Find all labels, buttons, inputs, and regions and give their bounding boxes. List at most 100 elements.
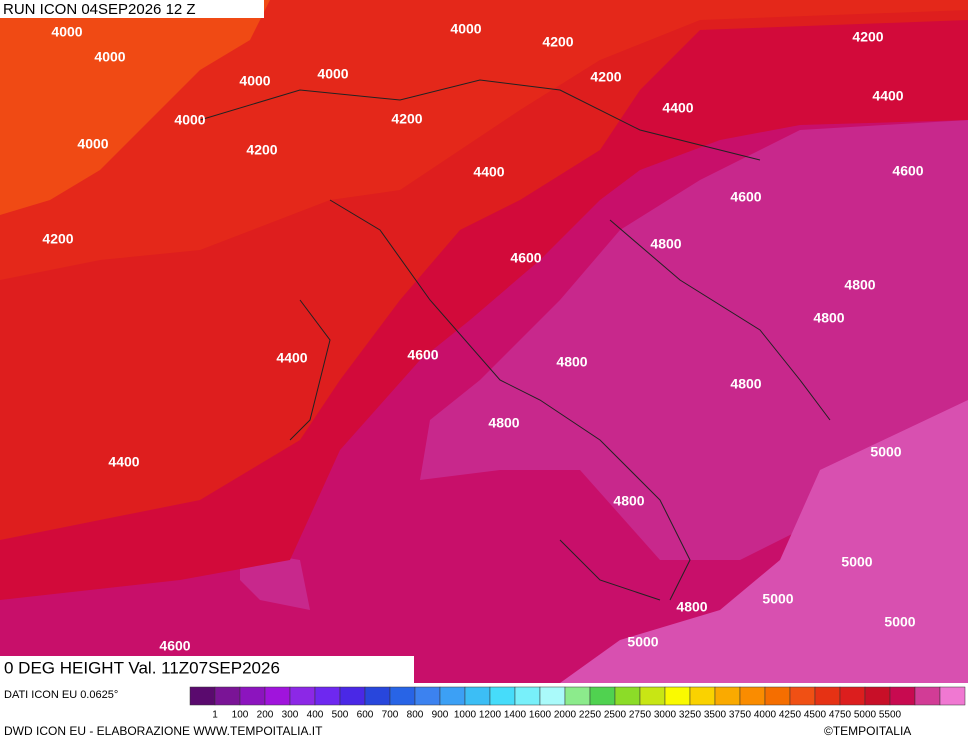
legend-swatch	[489, 686, 516, 706]
legend-swatch	[314, 686, 341, 706]
legend-swatch	[839, 686, 866, 706]
legend-swatch	[389, 686, 416, 706]
contour-label: 4200	[246, 142, 277, 158]
contour-label: 4400	[872, 88, 903, 104]
contour-label: 4000	[77, 136, 108, 152]
contour-label: 4800	[650, 236, 681, 252]
legend-label: 200	[257, 710, 274, 721]
legend-label: 1400	[504, 710, 527, 721]
map: 4000 4000 4000 4200 4200 4000 4000 4200 4400 4000…	[0, 0, 968, 683]
contour-label: 4800	[488, 415, 519, 431]
contour-label: 4000	[51, 24, 82, 40]
legend-label: 100	[232, 710, 249, 721]
contour-label: 5000	[870, 444, 901, 460]
contour-label: 4200	[590, 69, 621, 85]
legend-label: 2750	[629, 710, 652, 721]
legend-label: 500	[332, 710, 349, 721]
contour-label: 4000	[174, 112, 205, 128]
legend-swatch	[514, 686, 541, 706]
legend-label: 400	[307, 710, 324, 721]
contour-label: 4600	[159, 638, 190, 654]
contour-label: 4200	[852, 29, 883, 45]
legend-swatch	[639, 686, 666, 706]
contour-label: 4600	[730, 189, 761, 205]
contour-label: 4400	[108, 454, 139, 470]
legend-label: 3500	[704, 710, 727, 721]
legend-swatch	[764, 686, 791, 706]
legend-label: 5500	[879, 710, 902, 721]
legend-swatch	[414, 686, 441, 706]
legend-swatch	[564, 686, 591, 706]
contour-label: 4800	[730, 376, 761, 392]
contour-label: 4000	[317, 66, 348, 82]
legend-swatch	[439, 686, 466, 706]
contour-label: 4800	[813, 310, 844, 326]
run-box	[0, 0, 264, 18]
legend-label: 300	[282, 710, 299, 721]
legend-swatch	[889, 686, 916, 706]
title-box	[0, 656, 414, 683]
legend-swatch	[214, 686, 241, 706]
region-4800	[420, 120, 968, 560]
legend-label: 1200	[479, 710, 502, 721]
footer-copyright: ©TEMPOITALIA	[824, 724, 911, 738]
legend-swatch	[664, 686, 691, 706]
legend: 1 100 200 300 400 500 600 700 800 900 1000 1200 1400…	[189, 686, 966, 721]
legend-label: 600	[357, 710, 374, 721]
contour-label: 4800	[613, 493, 644, 509]
contour-label: 4600	[510, 250, 541, 266]
legend-label: 1600	[529, 710, 552, 721]
source-label: DATI ICON EU 0.0625°	[4, 689, 118, 701]
legend-label: 4000	[754, 710, 777, 721]
contour-label: 4800	[556, 354, 587, 370]
legend-swatch	[189, 686, 216, 706]
contour-label: 5000	[627, 634, 658, 650]
coastline	[199, 79, 831, 601]
contour-label: 4600	[407, 347, 438, 363]
legend-label: 800	[407, 710, 424, 721]
region-4000	[0, 0, 270, 215]
contour-label: 5000	[841, 554, 872, 570]
legend-swatch	[239, 686, 266, 706]
contour-label: 4000	[239, 73, 270, 89]
legend-swatch	[364, 686, 391, 706]
contour-label: 4200	[42, 231, 73, 247]
contour-label: 4800	[844, 277, 875, 293]
contour-label: 4000	[94, 49, 125, 65]
legend-swatch	[589, 686, 616, 706]
region-5000	[560, 400, 968, 683]
legend-label: 3250	[679, 710, 702, 721]
legend-label: 3000	[654, 710, 677, 721]
contour-label: 4400	[473, 164, 504, 180]
contour-label: 4400	[662, 100, 693, 116]
legend-label: 5000	[854, 710, 877, 721]
legend-label: 900	[432, 710, 449, 721]
map-title: 0 DEG HEIGHT Val. 11Z07SEP2026	[4, 658, 280, 677]
legend-swatch	[714, 686, 741, 706]
contour-label: 4400	[276, 350, 307, 366]
legend-swatch	[914, 686, 941, 706]
contour-label: 4800	[676, 599, 707, 615]
region-4200	[0, 0, 968, 280]
legend-swatch	[539, 686, 566, 706]
footer-credit: DWD ICON EU - ELABORAZIONE WWW.TEMPOITAL…	[4, 724, 323, 738]
legend-label: 1000	[454, 710, 477, 721]
legend-label: 2000	[554, 710, 577, 721]
contour-label: 4600	[892, 163, 923, 179]
legend-swatch	[464, 686, 491, 706]
legend-swatch	[339, 686, 366, 706]
legend-swatch	[864, 686, 891, 706]
legend-swatch	[264, 686, 291, 706]
contour-label: 5000	[762, 591, 793, 607]
legend-label: 4750	[829, 710, 852, 721]
legend-swatch	[814, 686, 841, 706]
legend-swatch	[614, 686, 641, 706]
legend-swatch	[689, 686, 716, 706]
legend-label: 4500	[804, 710, 827, 721]
legend-label: 4250	[779, 710, 802, 721]
legend-label: 2500	[604, 710, 627, 721]
run-label: RUN ICON 04SEP2026 12 Z	[3, 1, 196, 18]
legend-label: 2250	[579, 710, 602, 721]
contour-label: 4200	[542, 34, 573, 50]
